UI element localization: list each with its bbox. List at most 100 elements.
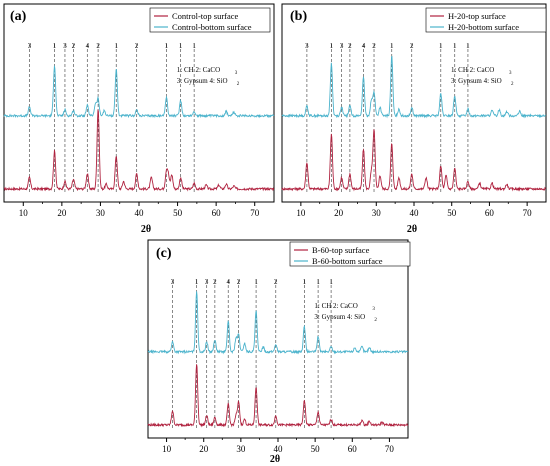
reference-peak-label: 1 (303, 278, 307, 286)
panel-b: 3 1 3 2 4 2 1 2 1 1 11: CH 2: CaCO 33: Gypsum 4: Si… (281, 3, 547, 235)
panel-label: (b) (290, 9, 307, 24)
series-line-top (3, 109, 275, 192)
phase-legend-line2-sub: 2 (237, 82, 240, 87)
series-line-bottom (281, 55, 547, 119)
x-tick-label: 20 (199, 444, 209, 454)
reference-peak-label: 2 (348, 42, 352, 50)
reference-peak-label: 1 (254, 278, 258, 286)
legend-entry: B-60-top surface (312, 245, 370, 255)
x-tick-label: 50 (447, 208, 457, 218)
reference-peak-label: 4 (226, 278, 230, 286)
reference-peak-label: 3 (205, 278, 209, 286)
x-tick-label: 30 (372, 208, 382, 218)
legend-entry: B-60-bottom surface (312, 256, 383, 266)
phase-legend: 1: CH 2: CaCO 3 3: Gypsum 4: SiO 2 (177, 66, 240, 87)
x-tick-label: 20 (334, 208, 344, 218)
x-tick-label: 70 (250, 208, 260, 218)
phase-legend-line1-sub: 3 (372, 307, 375, 312)
phase-legend-line2-sub: 2 (374, 318, 377, 323)
reference-peak-label: 4 (86, 42, 90, 50)
panel-label: (c) (156, 246, 172, 261)
reference-peak-label: 3 (63, 42, 67, 50)
reference-peak-label: 1 (329, 278, 333, 286)
panel-a: 3 1 3 2 4 2 1 2 1 1 11: CH 2: CaCO 33: Gypsum 4: Si… (3, 3, 275, 235)
x-tick-label: 60 (348, 444, 358, 454)
reference-peak-label: 1 (439, 42, 443, 50)
legend-entry: H-20-top surface (448, 11, 506, 21)
phase-legend-line1: 1: CH 2: CaCO (451, 66, 494, 74)
reference-peak-label: 1 (453, 42, 457, 50)
plot-frame (3, 3, 275, 203)
x-tick-label: 60 (212, 208, 222, 218)
reference-peak-label: 1 (195, 278, 199, 286)
reference-peak-label: 1 (114, 42, 118, 50)
x-tick-label: 30 (96, 208, 106, 218)
x-tick-label: 50 (173, 208, 183, 218)
series-line-bottom (147, 291, 409, 355)
legend-box (289, 241, 411, 267)
plot-frame (147, 239, 409, 439)
reference-peak-label: 1 (390, 42, 394, 50)
reference-peak-label: 3 (305, 42, 309, 50)
x-tick-label: 40 (410, 208, 420, 218)
x-axis-title: 2θ (407, 224, 417, 235)
phase-legend-line2: 3: Gypsum 4: SiO (314, 313, 365, 321)
reference-peak-label: 2 (96, 42, 100, 50)
phase-legend: 1: CH 2: CaCO 3 3: Gypsum 4: SiO 2 (314, 302, 377, 323)
reference-peak-label: 1 (466, 42, 470, 50)
reference-peak-label: 2 (135, 42, 139, 50)
x-tick-label: 40 (135, 208, 145, 218)
reference-peak-label: 3 (171, 278, 175, 286)
reference-peak-label: 1 (330, 42, 334, 50)
x-axis-title: 2θ (270, 454, 280, 465)
reference-peak-label: 2 (410, 42, 414, 50)
reference-peak-label: 3 (340, 42, 344, 50)
reference-peak-label: 2 (72, 42, 76, 50)
phase-legend-line2: 3: Gypsum 4: SiO (451, 77, 502, 85)
x-tick-label: 30 (236, 444, 246, 454)
reference-peak-label: 2 (237, 278, 241, 286)
phase-legend-line2: 3: Gypsum 4: SiO (177, 77, 228, 85)
x-tick-label: 20 (57, 208, 67, 218)
series-line-top (281, 129, 546, 192)
plot-frame (281, 3, 547, 203)
reference-peak-label: 2 (372, 42, 376, 50)
x-tick-label: 10 (162, 444, 172, 454)
legend-entry: Control-bottom surface (172, 22, 252, 32)
x-tick-label: 10 (296, 208, 306, 218)
reference-peak-label: 2 (274, 278, 278, 286)
reference-peak-label: 4 (362, 42, 366, 50)
reference-peak-label: 1 (179, 42, 183, 50)
x-tick-label: 50 (311, 444, 321, 454)
phase-legend-line1-sub: 3 (235, 71, 238, 76)
x-tick-label: 10 (19, 208, 29, 218)
legend-entry: H-20-bottom surface (448, 22, 519, 32)
phase-legend-line1: 1: CH 2: CaCO (177, 66, 220, 74)
x-tick-label: 60 (485, 208, 495, 218)
phase-legend: 1: CH 2: CaCO 3 3: Gypsum 4: SiO 2 (451, 66, 514, 87)
legend-entry: Control-top surface (172, 11, 239, 21)
x-tick-label: 70 (523, 208, 533, 218)
x-tick-label: 40 (274, 444, 284, 454)
phase-legend-line1-sub: 3 (509, 71, 512, 76)
phase-legend-line1: 1: CH 2: CaCO (314, 302, 357, 310)
reference-peak-label: 1 (165, 42, 169, 50)
series-line-bottom (3, 65, 275, 119)
legend-box (149, 7, 271, 33)
reference-peak-label: 1 (53, 42, 57, 50)
reference-peak-label: 1 (316, 278, 320, 286)
reference-peak-label: 3 (28, 42, 32, 50)
x-axis-title: 2θ (141, 224, 151, 235)
reference-peak-label: 1 (192, 42, 196, 50)
phase-legend-line2-sub: 2 (511, 82, 514, 87)
legend-box (425, 7, 547, 33)
panel-label: (a) (10, 9, 27, 24)
panel-c: 3 1 3 2 4 2 1 2 1 1 11: CH 2: CaCO 33: Gypsum 4: Si… (147, 239, 411, 465)
series-line-top (147, 364, 409, 428)
reference-peak-label: 2 (213, 278, 217, 286)
x-tick-label: 70 (385, 444, 395, 454)
